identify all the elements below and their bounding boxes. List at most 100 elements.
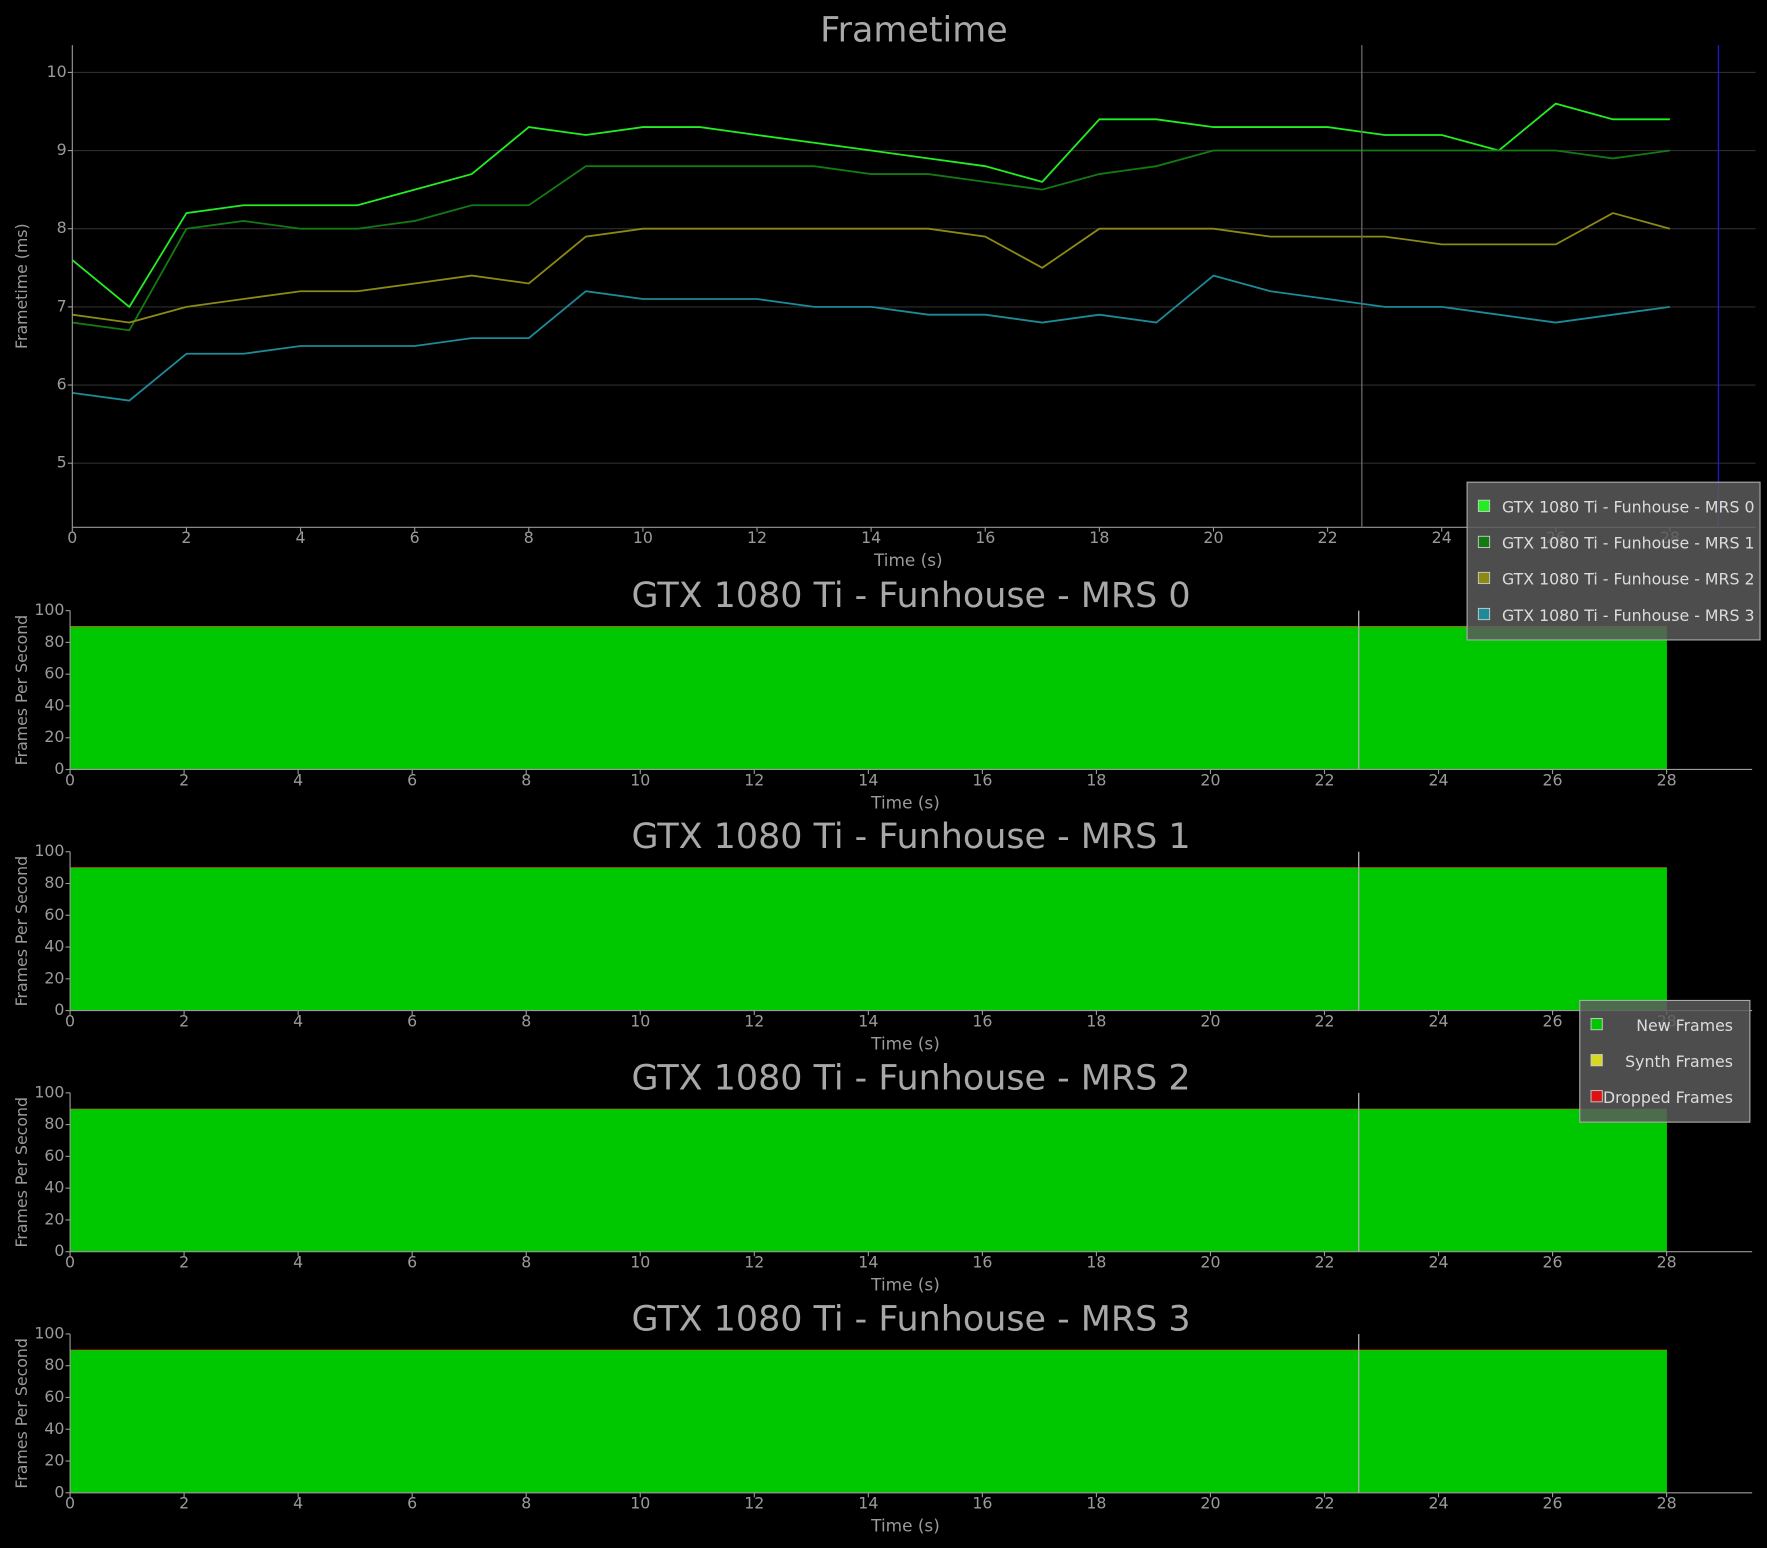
x-tick-label: 16: [972, 770, 992, 789]
x-tick-label: 4: [296, 528, 306, 547]
x-tick-label: 20: [1200, 1252, 1220, 1271]
x-axis-label: Time (s): [873, 550, 943, 570]
y-tick-label: 20: [44, 727, 64, 746]
legend-swatch: [1477, 499, 1491, 512]
x-tick-label: 10: [633, 528, 653, 547]
legend-label: GTX 1080 Ti - Funhouse - MRS 3: [1502, 606, 1755, 625]
x-tick-label: 0: [65, 770, 75, 789]
x-tick-label: 18: [1086, 1494, 1106, 1513]
x-tick-label: 0: [65, 1252, 75, 1271]
y-tick-label: 100: [34, 1323, 64, 1342]
y-axis-label: Frames Per Second: [12, 1097, 31, 1248]
y-tick-label: 5: [57, 453, 67, 472]
x-tick-label: 8: [521, 1494, 531, 1513]
x-tick-label: 20: [1200, 1011, 1220, 1030]
y-axis-label: Frames Per Second: [12, 615, 31, 766]
x-tick-label: 12: [747, 528, 767, 547]
series-area: [69, 867, 1667, 1011]
y-tick-label: 40: [44, 1178, 64, 1197]
x-tick-label: 14: [858, 770, 878, 789]
x-tick-label: 2: [179, 1252, 189, 1271]
y-tick-label: 100: [34, 600, 64, 619]
y-tick-label: 8: [57, 218, 67, 237]
x-tick-label: 8: [521, 770, 531, 789]
x-tick-label: 14: [861, 528, 881, 547]
legend-swatch: [1477, 571, 1491, 585]
x-tick-label: 4: [293, 1011, 303, 1030]
x-tick-label: 20: [1200, 1494, 1220, 1513]
y-axis-label: Frametime (ms): [12, 223, 31, 349]
y-tick-label: 20: [44, 968, 64, 987]
y-tick-label: 20: [44, 1451, 64, 1470]
y-tick-label: 80: [44, 632, 64, 651]
y-tick-label: 100: [34, 841, 64, 860]
x-tick-label: 2: [181, 528, 191, 547]
legend-box: [1466, 481, 1761, 641]
y-tick-label: 7: [57, 296, 67, 315]
x-tick-label: 24: [1429, 1494, 1449, 1513]
y-tick-label: 60: [44, 664, 64, 683]
x-tick-label: 16: [972, 1252, 992, 1271]
x-axis-label: Time (s): [870, 1516, 940, 1536]
x-axis-label: Time (s): [870, 792, 940, 812]
x-tick-label: 14: [858, 1494, 878, 1513]
x-tick-label: 12: [744, 1494, 764, 1513]
legend-label: GTX 1080 Ti - Funhouse - MRS 1: [1502, 534, 1755, 553]
legend: New Frames Synth Frames Dropped Frames: [1579, 999, 1751, 1123]
chart-title: GTX 1080 Ti - Funhouse - MRS 3: [632, 1299, 1191, 1339]
y-axis-label: Frames Per Second: [12, 856, 31, 1007]
y-axis-label: Frames Per Second: [12, 1338, 31, 1489]
y-tick-label: 0: [54, 1000, 64, 1019]
x-tick-label: 20: [1200, 770, 1220, 789]
y-tick-label: 0: [54, 759, 64, 778]
y-tick-label: 10: [47, 62, 67, 81]
x-tick-label: 28: [1657, 1252, 1677, 1271]
x-tick-label: 6: [407, 1494, 417, 1513]
series-area: [69, 1349, 1667, 1494]
x-tick-label: 0: [65, 1494, 75, 1513]
legend-swatch: [1590, 1018, 1603, 1031]
y-tick-label: 40: [44, 1419, 64, 1438]
x-tick-label: 6: [407, 1252, 417, 1271]
x-tick-label: 2: [179, 770, 189, 789]
series-area: [69, 626, 1667, 770]
x-tick-label: 24: [1429, 1011, 1449, 1030]
chart-title: Frametime: [820, 11, 1008, 51]
x-tick-label: 6: [410, 528, 420, 547]
x-tick-label: 0: [65, 1011, 75, 1030]
x-tick-label: 4: [293, 770, 303, 789]
y-tick-label: 40: [44, 695, 64, 714]
x-tick-label: 8: [521, 1252, 531, 1271]
x-tick-label: 18: [1086, 770, 1106, 789]
y-tick-label: 80: [44, 1355, 64, 1374]
x-tick-label: 4: [293, 1252, 303, 1271]
y-tick-label: 9: [57, 140, 67, 159]
y-tick-label: 60: [44, 1387, 64, 1406]
chart-title: GTX 1080 Ti - Funhouse - MRS 2: [632, 1058, 1191, 1098]
y-tick-label: 60: [44, 1146, 64, 1165]
x-tick-label: 20: [1203, 528, 1223, 547]
y-tick-label: 100: [34, 1082, 64, 1101]
x-tick-label: 26: [1543, 1252, 1563, 1271]
x-tick-label: 6: [407, 770, 417, 789]
x-tick-label: 12: [744, 1011, 764, 1030]
y-tick-label: 0: [54, 1482, 64, 1501]
x-tick-label: 10: [630, 1252, 650, 1271]
legend-box: [1579, 999, 1751, 1123]
x-tick-label: 4: [293, 1494, 303, 1513]
x-tick-label: 2: [179, 1494, 189, 1513]
x-tick-label: 22: [1314, 1252, 1334, 1271]
legend-swatch: [1590, 1054, 1603, 1067]
x-tick-label: 26: [1543, 1494, 1563, 1513]
legend: GTX 1080 Ti - Funhouse - MRS 0 GTX 1080 T…: [1466, 481, 1761, 641]
y-tick-label: 80: [44, 1114, 64, 1133]
x-tick-label: 16: [975, 528, 995, 547]
series-line: [72, 274, 1671, 402]
legend-swatch: [1477, 607, 1491, 621]
series-line: [72, 149, 1671, 332]
x-tick-label: 24: [1429, 1252, 1449, 1271]
legend-swatch: [1477, 535, 1491, 548]
x-tick-label: 12: [744, 1252, 764, 1271]
